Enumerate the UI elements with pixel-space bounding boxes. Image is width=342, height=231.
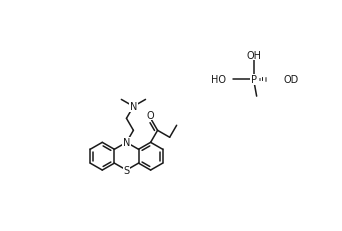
- Text: HO: HO: [211, 75, 226, 85]
- Text: N: N: [130, 102, 137, 112]
- Text: P: P: [251, 75, 256, 85]
- Text: OH: OH: [247, 50, 262, 60]
- Text: OD: OD: [283, 75, 298, 85]
- Text: O: O: [146, 110, 154, 120]
- Text: S: S: [123, 165, 130, 175]
- Text: N: N: [123, 138, 130, 148]
